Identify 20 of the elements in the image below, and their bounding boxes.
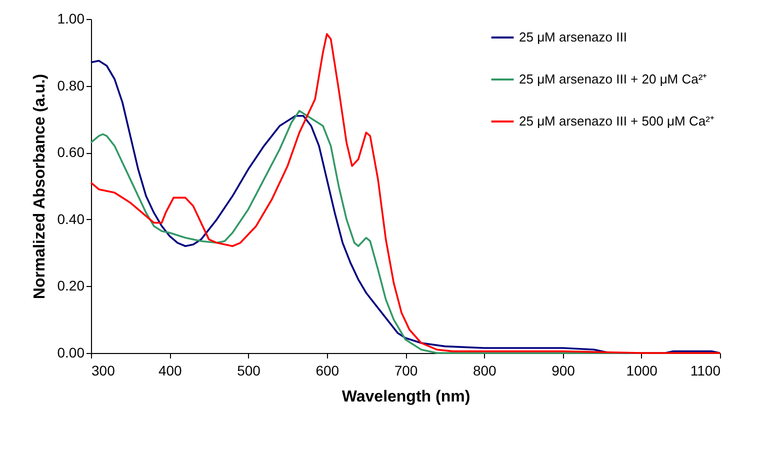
- y-tick-label: 0.40: [57, 210, 85, 227]
- x-axis-title: Wavelength (nm): [342, 388, 470, 406]
- x-tick-label: 300: [92, 362, 116, 378]
- y-tick-label: 0.80: [57, 77, 85, 94]
- x-tick-label: 1000: [626, 362, 658, 378]
- x-tick-label: 500: [237, 362, 261, 378]
- x-tick-label: 900: [552, 362, 576, 378]
- legend-label: 25 μM arsenazo III + 500 μM Ca²⁺: [519, 114, 714, 128]
- x-tick-label: 600: [316, 362, 340, 378]
- y-tick-label: 0.60: [57, 144, 85, 160]
- x-tick-label: 700: [394, 362, 418, 378]
- legend-label: 25 μM arsenazo III + 20 μM Ca²⁺: [519, 72, 707, 86]
- x-tick-label: 400: [158, 362, 182, 378]
- y-axis-title: Normalized Absorbance (a.u.): [31, 74, 48, 300]
- x-tick-label: 800: [472, 362, 497, 378]
- legend-label: 25 μM arsenazo III: [519, 30, 627, 44]
- y-tick-label: 0.00: [57, 344, 85, 360]
- y-tick-label: 0.20: [57, 278, 85, 294]
- x-tick-label: 1100: [690, 362, 721, 378]
- y-tick-label: 1.00: [57, 10, 85, 26]
